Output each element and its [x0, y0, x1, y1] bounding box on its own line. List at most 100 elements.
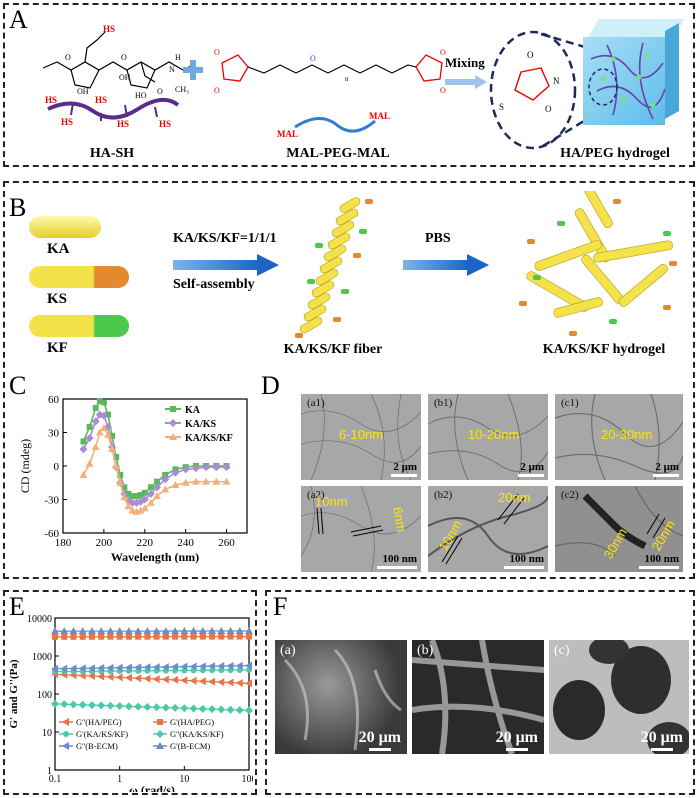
rheo-point	[209, 633, 216, 640]
rheo-point	[245, 706, 253, 715]
hs-label-5: HS	[159, 119, 171, 129]
rheo-point	[236, 633, 243, 640]
rheo-point	[135, 633, 142, 640]
rheo-point	[60, 627, 69, 635]
rheo-point	[52, 633, 58, 640]
cd-point-KA/KS/KF	[222, 477, 231, 485]
ha-sh-structure: HS OH OH HO O O H N CH₃ O	[42, 24, 196, 100]
rheo-point	[88, 633, 95, 640]
cd-point-KA/KS	[153, 483, 162, 492]
rheo-y-axis-label: G' and G''(Pa)	[8, 659, 20, 728]
mal-label-left: MAL	[277, 129, 298, 139]
plus-icon	[183, 60, 203, 80]
rheo-point	[60, 700, 69, 709]
self-assembly-arrow-icon	[173, 254, 281, 276]
ha-o2: O	[121, 53, 127, 62]
cd-legend-label-KA/KS: KA/KS	[185, 419, 217, 430]
rheo-point	[124, 663, 132, 672]
cd-point-KA/KS	[171, 468, 180, 477]
rheo-point	[98, 633, 105, 640]
rheo-point	[208, 677, 216, 686]
rheo-y-tick-label: 100	[37, 690, 52, 701]
cd-point-KA/KS/KF	[171, 480, 180, 488]
rheo-point	[97, 701, 106, 710]
rheo-point	[87, 627, 96, 635]
rheo-legend-label: G''(KA/KS/KF)	[170, 729, 224, 739]
rheo-point	[172, 633, 179, 640]
panel-a-label: A	[9, 5, 28, 34]
rheo-point	[134, 663, 142, 672]
cd-point-KA	[86, 423, 93, 430]
rheo-point	[124, 673, 132, 682]
cd-y-tick-label: 30	[48, 428, 60, 440]
cd-point-KA	[125, 490, 132, 497]
rheo-legend-marker	[156, 742, 164, 749]
ha-oh1: OH	[77, 87, 89, 96]
tem-a2-tag: (a2)	[307, 489, 325, 501]
rheo-point	[78, 700, 87, 709]
rheo-point	[79, 633, 86, 640]
pbs-arrow-icon	[403, 254, 489, 276]
cd-point-KA/KS	[140, 495, 149, 504]
rheo-legend-label: G'(HA/PEG)	[170, 717, 214, 727]
hydrogel-caption: KA/KS/KF hydrogel	[542, 342, 666, 357]
peptide-ka-label: KA	[47, 241, 70, 257]
peptide-ka-pill	[29, 216, 101, 238]
rheo-point	[180, 704, 189, 713]
sem-a-tag: (a)	[280, 643, 296, 658]
mixing-label: Mixing	[445, 55, 485, 70]
cd-point-KA/KS/KF	[124, 502, 133, 510]
hs-label-2: HS	[61, 117, 73, 127]
cd-point-KA	[96, 398, 103, 405]
cd-point-KA/KS/KF	[99, 424, 108, 432]
cd-point-KA/KS/KF	[108, 445, 117, 453]
rheo-point	[217, 627, 226, 635]
tem-c1-text: 20-30nm	[601, 427, 653, 442]
cd-point-KA/KS/KF	[140, 504, 149, 512]
rheo-point	[143, 702, 152, 711]
rheo-point	[161, 662, 169, 671]
panel-bcd: B KA KS KF KA/KS/KF=1/1/1 Self-assembly	[3, 181, 695, 579]
mal-peg-mal-schematic: MAL MAL	[277, 111, 390, 139]
rheo-point	[189, 662, 197, 671]
rheo-point	[69, 664, 77, 673]
cd-point-KA/KS/KF	[181, 478, 190, 486]
tem-c2-tag: (c2)	[561, 489, 579, 501]
tem-b1-scale: 2 μm	[518, 461, 544, 477]
peptide-fiber-illustration	[295, 197, 373, 338]
rheo-legend-label: G''(HA/PEG)	[76, 717, 122, 727]
cd-point-KA/KS	[202, 463, 211, 472]
sem-a-scale: 20 μm	[359, 729, 401, 751]
cd-point-KA/KS	[79, 445, 88, 454]
rheo-point	[217, 678, 225, 687]
cd-y-tick-label: 0	[54, 461, 60, 473]
rheo-y-tick-label: 10	[42, 728, 52, 739]
cd-point-KA/KS/KF	[212, 477, 221, 485]
cd-point-KA/KS	[128, 498, 137, 507]
rheo-point	[116, 633, 123, 640]
tem-b2-scale: 100 nm	[504, 553, 544, 569]
rheo-series-line	[54, 673, 250, 685]
rheo-point	[134, 702, 143, 711]
cd-point-KA	[141, 489, 148, 496]
ha-n: N	[169, 65, 175, 74]
rheo-point	[217, 705, 226, 714]
rheo-point	[78, 627, 87, 635]
cd-legend-marker-KA/KS	[169, 419, 177, 427]
rheo-point	[198, 627, 207, 635]
rheo-point	[106, 672, 114, 681]
tem-a1-text: 6-10nm	[339, 427, 384, 442]
rheo-point	[226, 705, 235, 714]
cd-point-KA	[104, 411, 111, 418]
rheo-legend-marker	[62, 718, 69, 726]
rheo-point	[106, 627, 115, 635]
rheo-point	[226, 678, 234, 687]
rheo-point	[181, 633, 188, 640]
cd-point-KA	[100, 399, 107, 406]
rheo-point	[235, 627, 244, 635]
rheo-legend-marker	[62, 742, 69, 750]
ha-peg-hydrogel-caption: HA/PEG hydrogel	[560, 146, 670, 161]
peg-o-blue: O	[310, 54, 316, 63]
rheo-point	[51, 627, 59, 635]
rheo-point	[60, 664, 68, 673]
